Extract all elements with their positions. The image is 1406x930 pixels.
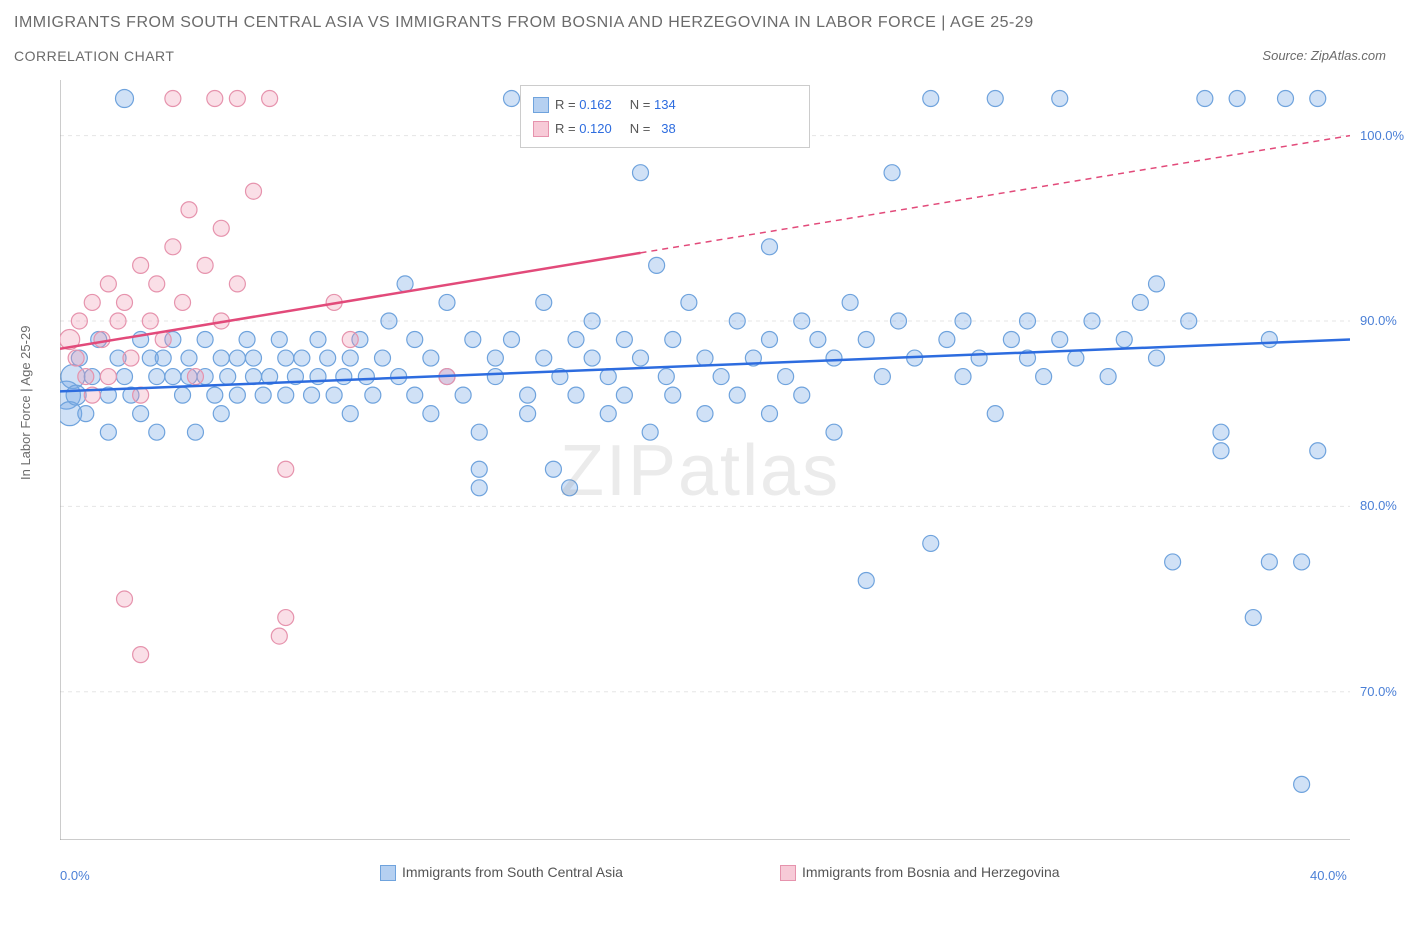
y-axis-label: In Labor Force | Age 25-29 bbox=[18, 326, 33, 480]
x-tick-label: 0.0% bbox=[60, 868, 90, 883]
y-tick-label: 100.0% bbox=[1360, 128, 1404, 143]
y-tick-label: 70.0% bbox=[1360, 684, 1397, 699]
n-value: 134 bbox=[654, 97, 676, 112]
legend-swatch bbox=[533, 121, 549, 137]
chart-subtitle: CORRELATION CHART bbox=[14, 48, 174, 64]
n-label: N = bbox=[630, 97, 654, 112]
source-label: Source: bbox=[1262, 48, 1307, 63]
legend-swatch bbox=[533, 97, 549, 113]
source-attribution: Source: ZipAtlas.com bbox=[1262, 48, 1386, 63]
r-value: 0.120 bbox=[579, 121, 612, 136]
y-tick-label: 90.0% bbox=[1360, 313, 1397, 328]
stats-legend-row: R = 0.120 N = 38 bbox=[533, 116, 797, 140]
r-label: R = bbox=[555, 121, 579, 136]
legend-label: Immigrants from Bosnia and Herzegovina bbox=[802, 864, 1060, 880]
x-tick-label: 40.0% bbox=[1310, 868, 1347, 883]
scatter-chart bbox=[60, 80, 1350, 840]
n-label: N = bbox=[630, 121, 654, 136]
legend-swatch bbox=[780, 865, 796, 881]
y-tick-label: 80.0% bbox=[1360, 498, 1397, 513]
legend-swatch bbox=[380, 865, 396, 881]
n-value: 38 bbox=[654, 121, 676, 136]
chart-title: IMMIGRANTS FROM SOUTH CENTRAL ASIA VS IM… bbox=[14, 14, 1034, 32]
r-value: 0.162 bbox=[579, 97, 612, 112]
r-label: R = bbox=[555, 97, 579, 112]
correlation-stats-legend: R = 0.162 N = 134 R = 0.120 N = 38 bbox=[520, 85, 810, 148]
series-legend-item: Immigrants from South Central Asia bbox=[380, 864, 623, 881]
chart-svg bbox=[60, 80, 1350, 840]
legend-label: Immigrants from South Central Asia bbox=[402, 864, 623, 880]
series-legend-item: Immigrants from Bosnia and Herzegovina bbox=[780, 864, 1060, 881]
stats-legend-row: R = 0.162 N = 134 bbox=[533, 92, 797, 116]
source-value: ZipAtlas.com bbox=[1311, 48, 1386, 63]
